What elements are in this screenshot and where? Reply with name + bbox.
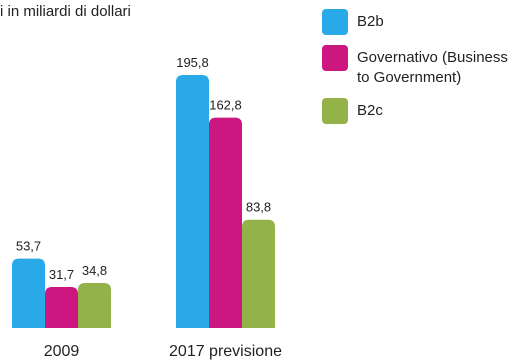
legend-item-governativo: Governativo (Business to Government) <box>322 45 524 88</box>
legend-label-b2b: B2b <box>357 13 384 30</box>
bar-b2c-2009 <box>78 283 111 328</box>
legend-label-governativo: Governativo (Business to Government) <box>357 49 508 86</box>
bar-governativo-2009 <box>45 287 78 328</box>
category-label-2017: 2017 previsione <box>169 343 282 360</box>
bar-governativo-2017 <box>209 117 242 329</box>
value-label-governativo-2009: 31,7 <box>49 267 74 282</box>
value-label-b2c-2017: 83,8 <box>246 200 271 215</box>
value-label-b2b-2009: 53,7 <box>16 239 41 254</box>
legend-swatch-governativo <box>322 45 348 71</box>
value-label-b2b-2017: 195,8 <box>176 55 209 70</box>
legend-item-b2c: B2c <box>322 98 524 124</box>
legend-label-b2c: B2c <box>357 102 383 119</box>
category-label-2009: 2009 <box>44 343 80 360</box>
legend-item-b2b: B2b <box>322 9 524 35</box>
bar-b2c-2017 <box>242 219 275 328</box>
value-label-b2c-2009: 34,8 <box>82 263 107 278</box>
bars-layer <box>12 75 275 329</box>
legend-swatch-b2b <box>322 9 348 35</box>
legend: B2b Governativo (Business to Government)… <box>322 9 524 134</box>
value-label-governativo-2017: 162,8 <box>209 98 242 113</box>
bar-b2b-2009 <box>12 258 45 328</box>
legend-swatch-b2c <box>322 98 348 124</box>
value-labels-layer: 53,7 31,7 34,8 195,8 162,8 83,8 <box>16 55 271 282</box>
bar-b2b-2017 <box>176 75 209 328</box>
category-labels-layer: 2009 2017 previsione <box>44 343 282 360</box>
chart-subtitle: i in miliardi di dollari <box>0 3 131 20</box>
